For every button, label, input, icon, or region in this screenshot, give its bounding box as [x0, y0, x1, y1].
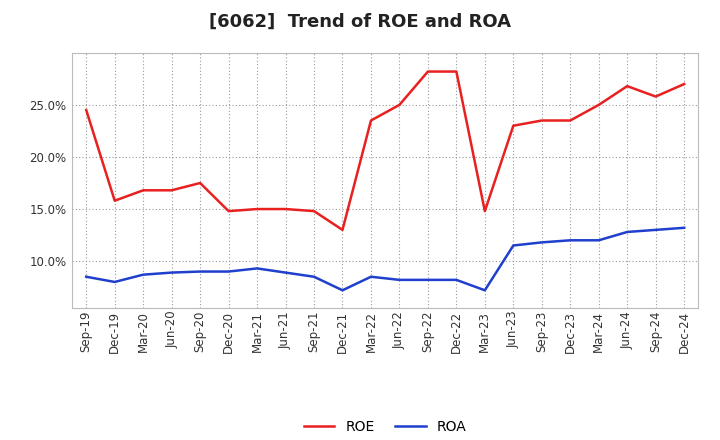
Text: [6062]  Trend of ROE and ROA: [6062] Trend of ROE and ROA — [209, 13, 511, 31]
ROE — [480, 209, 489, 214]
ROA — [196, 269, 204, 274]
ROE — [253, 206, 261, 212]
ROA — [110, 279, 119, 285]
ROE — [225, 209, 233, 214]
ROA — [509, 243, 518, 248]
ROA — [167, 270, 176, 275]
ROE — [566, 118, 575, 123]
ROA — [82, 274, 91, 279]
ROA — [423, 277, 432, 282]
ROE — [680, 81, 688, 87]
ROE — [167, 187, 176, 193]
ROE — [537, 118, 546, 123]
ROA — [253, 266, 261, 271]
Line: ROA: ROA — [86, 228, 684, 290]
ROA — [282, 270, 290, 275]
ROE — [82, 107, 91, 113]
ROE — [338, 227, 347, 232]
ROA — [680, 225, 688, 231]
ROA — [623, 229, 631, 235]
ROE — [423, 69, 432, 74]
Line: ROE: ROE — [86, 72, 684, 230]
ROE — [310, 209, 318, 214]
ROA — [338, 288, 347, 293]
ROE — [623, 84, 631, 89]
ROE — [282, 206, 290, 212]
ROA — [452, 277, 461, 282]
ROE — [509, 123, 518, 128]
ROA — [310, 274, 318, 279]
ROE — [652, 94, 660, 99]
ROE — [452, 69, 461, 74]
ROA — [225, 269, 233, 274]
ROE — [196, 180, 204, 186]
ROE — [395, 102, 404, 107]
ROE — [110, 198, 119, 203]
ROA — [537, 240, 546, 245]
ROA — [139, 272, 148, 277]
ROA — [366, 274, 375, 279]
ROA — [595, 238, 603, 243]
ROE — [366, 118, 375, 123]
ROA — [652, 227, 660, 232]
ROA — [566, 238, 575, 243]
ROE — [139, 187, 148, 193]
Legend: ROE, ROA: ROE, ROA — [304, 420, 467, 434]
ROA — [395, 277, 404, 282]
ROE — [595, 102, 603, 107]
ROA — [480, 288, 489, 293]
